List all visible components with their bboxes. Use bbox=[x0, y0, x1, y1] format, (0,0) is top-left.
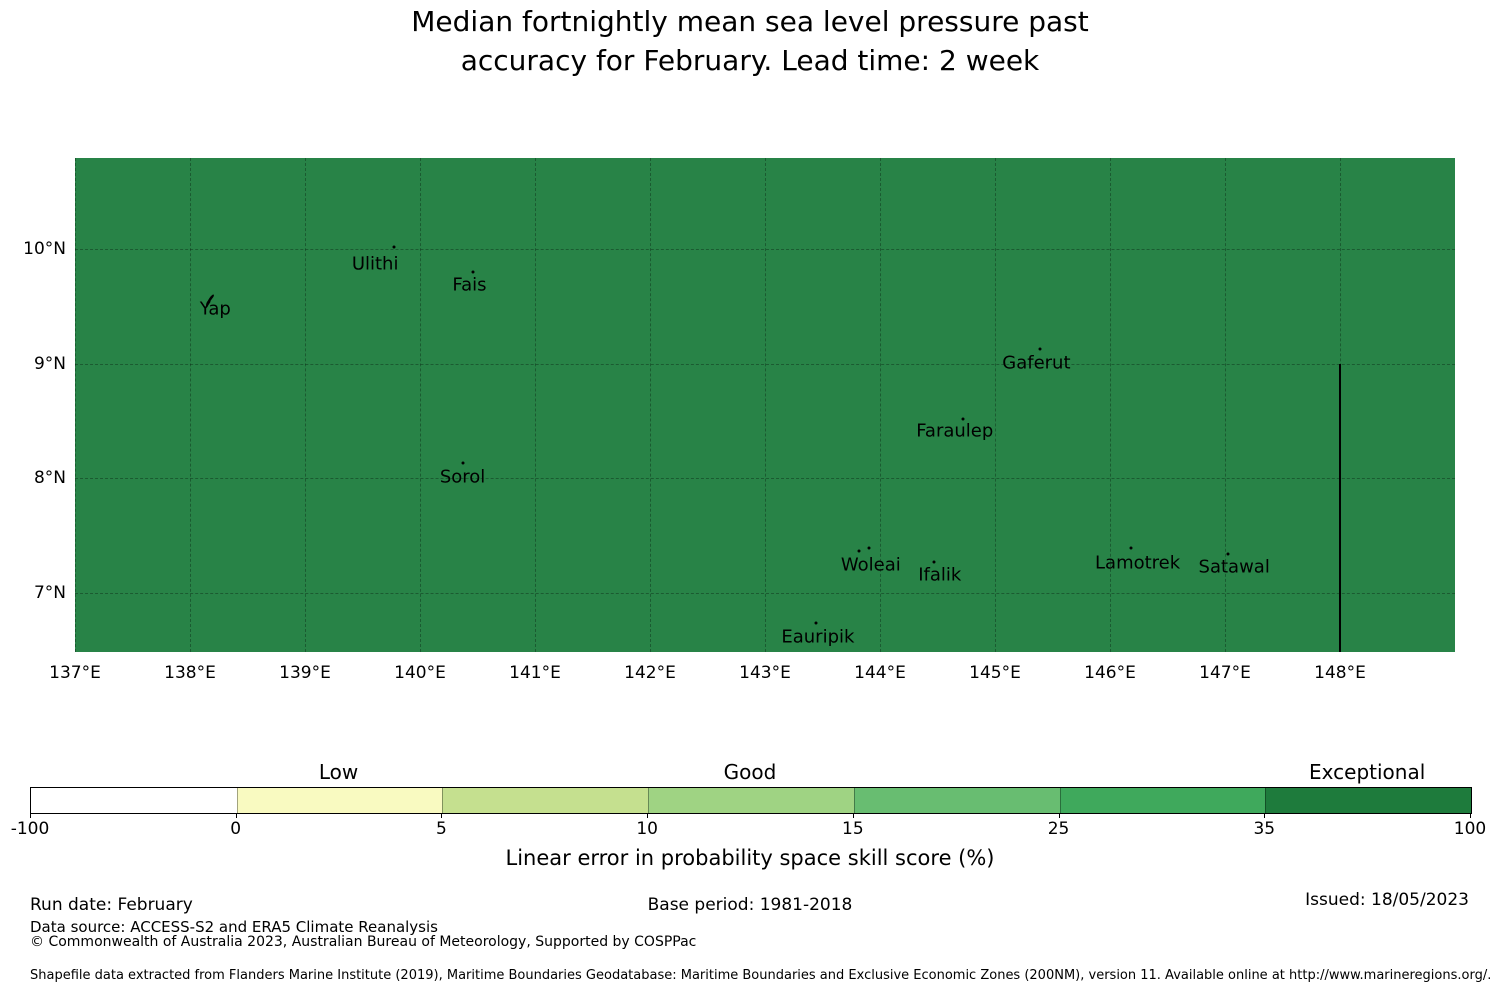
island-label-faraulep: Faraulep bbox=[916, 420, 994, 442]
colorbar-tick-label: 35 bbox=[1253, 819, 1276, 839]
island-label-sorol: Sorol bbox=[439, 466, 486, 488]
colorbar-tick bbox=[1470, 813, 1471, 818]
island-label-gaferut: Gaferut bbox=[1002, 352, 1071, 374]
map-gridline-vertical bbox=[765, 158, 766, 652]
y-axis-tick-label: 9°N bbox=[33, 353, 66, 374]
map-gridline-horizontal bbox=[75, 592, 1455, 594]
map-gridline-vertical bbox=[995, 158, 996, 652]
map-gridline-horizontal bbox=[75, 249, 1455, 251]
colorbar-segment bbox=[853, 788, 1060, 813]
island-label-woleai: Woleai bbox=[840, 554, 901, 576]
map-gridline-vertical bbox=[650, 158, 651, 652]
island-dot bbox=[392, 245, 396, 249]
colorbar-tick-label: 5 bbox=[436, 819, 447, 839]
colorbar-axis-label: Linear error in probability space skill … bbox=[505, 846, 995, 870]
island-label-ifalik: Ifalik bbox=[918, 564, 962, 586]
island-dot bbox=[1129, 546, 1133, 550]
figure-title-line1: Median fortnightly mean sea level pressu… bbox=[411, 5, 1089, 38]
island-dot bbox=[814, 621, 818, 625]
x-axis-tick-label: 144°E bbox=[854, 663, 906, 683]
map-gridline-horizontal bbox=[75, 363, 1455, 365]
x-axis-tick-label: 139°E bbox=[279, 663, 331, 683]
map-gridline-vertical bbox=[420, 158, 421, 652]
colorbar-tick bbox=[1264, 813, 1266, 818]
colorbar-tick-label: 15 bbox=[842, 819, 864, 839]
x-axis-tick-label: 142°E bbox=[624, 663, 676, 683]
colorbar-category-label-low: Low bbox=[318, 760, 359, 784]
island-label-ulithi: Ulithi bbox=[351, 253, 399, 275]
map-gridline-vertical bbox=[1225, 158, 1226, 652]
colorbar-segment bbox=[648, 788, 854, 813]
eez-boundary-line bbox=[1339, 363, 1341, 652]
x-axis-tick-label: 140°E bbox=[394, 663, 446, 683]
colorbar-segment bbox=[31, 788, 237, 813]
colorbar bbox=[30, 787, 1472, 814]
map-gridline-vertical bbox=[1110, 158, 1111, 652]
island-dot bbox=[1226, 552, 1230, 556]
x-axis-tick-label: 148°E bbox=[1314, 663, 1366, 683]
colorbar-segment bbox=[236, 788, 443, 813]
colorbar-tick-label: 0 bbox=[230, 819, 242, 839]
map-gridline-vertical bbox=[880, 158, 881, 652]
island-label-lamotrek: Lamotrek bbox=[1095, 552, 1181, 574]
colorbar-segment bbox=[442, 788, 649, 813]
x-axis-tick-label: 146°E bbox=[1084, 663, 1136, 683]
copyright-text: © Commonwealth of Australia 2023, Austra… bbox=[30, 934, 697, 950]
colorbar-tick bbox=[647, 813, 649, 818]
island-label-fais: Fais bbox=[452, 274, 487, 296]
colorbar-tick bbox=[235, 813, 237, 818]
map-gridline-vertical bbox=[305, 158, 306, 652]
island-dot bbox=[471, 270, 475, 274]
map-gridline-horizontal bbox=[75, 478, 1455, 480]
island-dot bbox=[857, 549, 861, 553]
colorbar-segment bbox=[1059, 788, 1266, 813]
base-period-text: Base period: 1981-2018 bbox=[647, 895, 853, 915]
map-gridline-vertical bbox=[75, 158, 76, 652]
colorbar-tick-label: 25 bbox=[1047, 819, 1070, 839]
map-gridline-vertical bbox=[190, 158, 191, 652]
colorbar-segment bbox=[1265, 788, 1471, 813]
x-axis-tick-label: 138°E bbox=[164, 663, 216, 683]
x-axis-tick-label: 143°E bbox=[739, 663, 791, 683]
island-dot bbox=[932, 560, 936, 564]
x-axis-tick-label: 145°E bbox=[969, 663, 1021, 683]
colorbar-tick-label: -100 bbox=[10, 819, 50, 839]
colorbar-category-label-exceptional: Exceptional bbox=[1309, 760, 1426, 784]
island-dot bbox=[867, 546, 871, 550]
colorbar-tick bbox=[1058, 813, 1060, 818]
issued-date-text: Issued: 18/05/2023 bbox=[1305, 890, 1469, 910]
figure-title-line2: accuracy for February. Lead time: 2 week bbox=[460, 44, 1040, 77]
colorbar-tick bbox=[30, 813, 31, 818]
island-label-satawal: Satawal bbox=[1198, 556, 1270, 578]
island-dot bbox=[461, 461, 465, 465]
x-axis-tick-label: 141°E bbox=[509, 663, 561, 683]
island-dot bbox=[1038, 347, 1042, 351]
shapefile-note-text: Shapefile data extracted from Flanders M… bbox=[30, 968, 1492, 983]
data-source-text: Data source: ACCESS-S2 and ERA5 Climate … bbox=[30, 918, 438, 936]
colorbar-tick-label: 100 bbox=[1453, 819, 1487, 839]
colorbar-tick-label: 10 bbox=[636, 819, 658, 839]
map-plot-area bbox=[75, 158, 1455, 652]
y-axis-tick-label: 8°N bbox=[33, 468, 66, 489]
island-shape-icon bbox=[203, 293, 216, 308]
colorbar-tick bbox=[852, 813, 854, 818]
run-date-text: Run date: February bbox=[30, 895, 193, 915]
island-label-eauripik: Eauripik bbox=[781, 626, 855, 648]
x-axis-tick-label: 147°E bbox=[1199, 663, 1251, 683]
colorbar-tick bbox=[441, 813, 443, 818]
x-axis-tick-label: 137°E bbox=[49, 663, 101, 683]
colorbar-category-label-good: Good bbox=[723, 760, 777, 784]
y-axis-tick-label: 7°N bbox=[33, 582, 66, 603]
y-axis-tick-label: 10°N bbox=[23, 239, 66, 260]
map-gridline-vertical bbox=[535, 158, 536, 652]
island-dot bbox=[961, 417, 965, 421]
